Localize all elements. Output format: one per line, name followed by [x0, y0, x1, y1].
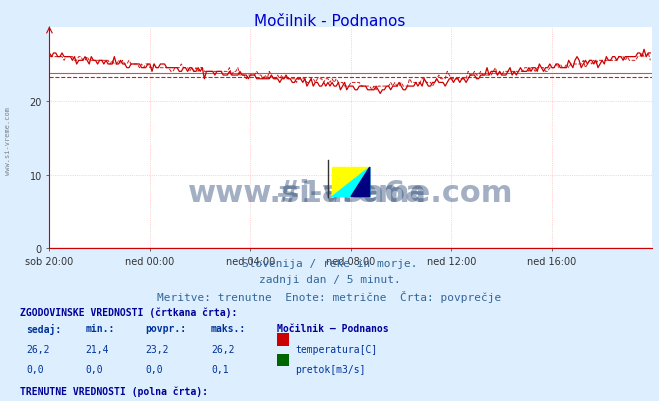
Text: #1a3a6a: #1a3a6a — [275, 179, 426, 208]
Text: TRENUTNE VREDNOSTI (polna črta):: TRENUTNE VREDNOSTI (polna črta): — [20, 386, 208, 396]
Polygon shape — [332, 168, 370, 197]
Text: Slovenija / reke in morje.: Slovenija / reke in morje. — [242, 259, 417, 269]
Text: maks.:: maks.: — [211, 324, 246, 334]
Text: Močilnik – Podnanos: Močilnik – Podnanos — [277, 324, 388, 334]
Text: 0,1: 0,1 — [211, 364, 229, 374]
Text: povpr.:: povpr.: — [145, 324, 186, 334]
Text: sedaj:: sedaj: — [26, 324, 61, 334]
Text: 26,2: 26,2 — [211, 344, 235, 354]
Text: Močilnik - Podnanos: Močilnik - Podnanos — [254, 14, 405, 29]
Text: 0,0: 0,0 — [86, 364, 103, 374]
Text: zadnji dan / 5 minut.: zadnji dan / 5 minut. — [258, 275, 401, 285]
Text: www.si-vreme.com: www.si-vreme.com — [5, 106, 11, 174]
Text: 26,2: 26,2 — [26, 344, 50, 354]
Text: ZGODOVINSKE VREDNOSTI (črtkana črta):: ZGODOVINSKE VREDNOSTI (črtkana črta): — [20, 307, 237, 317]
Text: 23,2: 23,2 — [145, 344, 169, 354]
Text: 0,0: 0,0 — [145, 364, 163, 374]
Text: 0,0: 0,0 — [26, 364, 44, 374]
Text: min.:: min.: — [86, 324, 115, 334]
Polygon shape — [351, 168, 370, 197]
Polygon shape — [332, 168, 370, 197]
Text: temperatura[C]: temperatura[C] — [295, 344, 378, 354]
Text: Meritve: trenutne  Enote: metrične  Črta: povprečje: Meritve: trenutne Enote: metrične Črta: … — [158, 291, 501, 303]
Text: www.si-vreme.com: www.si-vreme.com — [188, 179, 513, 208]
Text: pretok[m3/s]: pretok[m3/s] — [295, 364, 366, 374]
Text: 21,4: 21,4 — [86, 344, 109, 354]
